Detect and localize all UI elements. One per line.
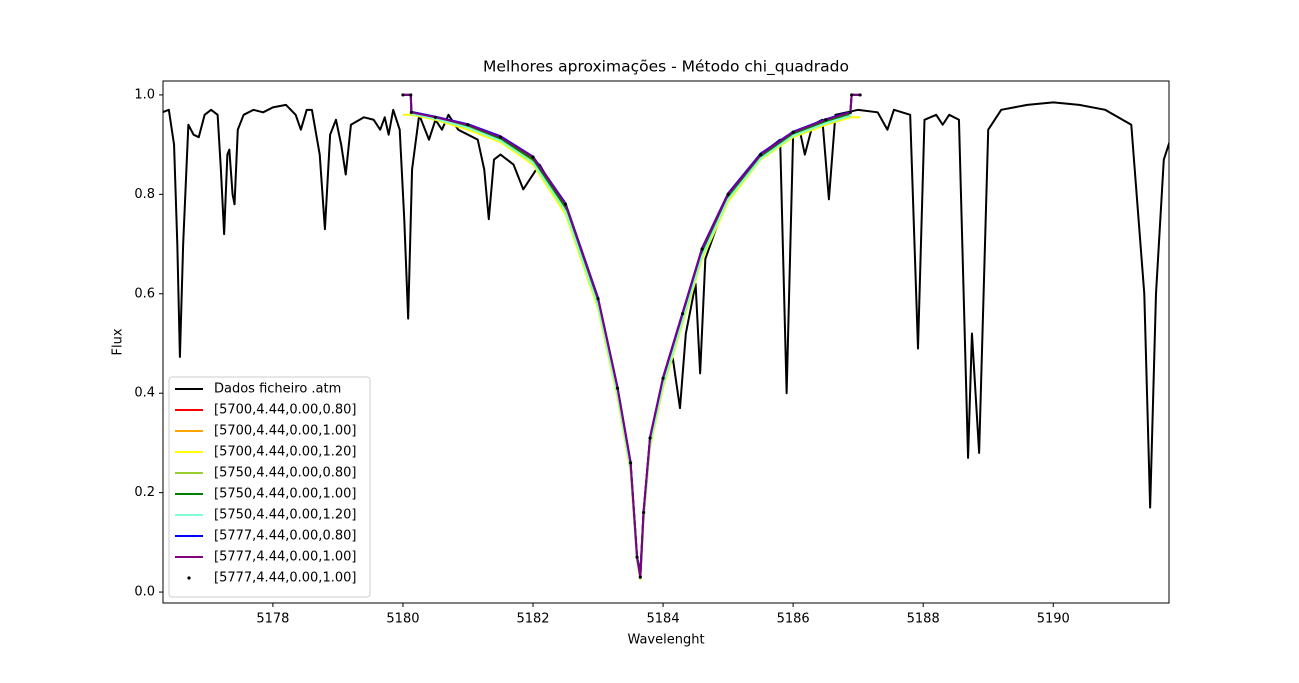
data-point — [759, 152, 763, 157]
legend-label: [5700,4.44,0.00,0.80] — [214, 403, 356, 418]
legend: Dados ficheiro .atm [5700,4.44,0.00,0.80]… — [168, 376, 371, 598]
data-point — [531, 155, 535, 159]
data-point — [641, 510, 646, 515]
legend-label: [5750,4.44,0.00,0.80] — [214, 466, 356, 481]
plot-area — [163, 93, 1169, 581]
y-tick-label: 0.4 — [134, 386, 155, 401]
data-point — [498, 135, 503, 139]
y-tick-label: 1.0 — [134, 87, 155, 102]
data-point — [661, 376, 665, 380]
data-point — [858, 93, 862, 97]
data-point — [615, 386, 620, 390]
legend-label: Dados ficheiro .atm — [214, 382, 341, 397]
data-point — [596, 297, 600, 301]
x-tick-label: 5184 — [647, 612, 680, 627]
x-tick-label: 5182 — [516, 612, 549, 627]
x-tick-label: 5190 — [1037, 612, 1070, 627]
data-point — [648, 436, 652, 440]
data-point — [638, 575, 642, 579]
y-tick-label: 0.2 — [134, 485, 155, 500]
data-point — [401, 93, 405, 97]
data-point — [433, 115, 438, 119]
legend-label: [5777,4.44,0.00,0.80] — [214, 529, 356, 544]
data-point — [466, 123, 470, 127]
y-tick-label: 0.6 — [134, 286, 155, 301]
data-point — [726, 192, 730, 196]
legend-label: [5750,4.44,0.00,1.20] — [214, 508, 356, 523]
legend-marker — [187, 576, 191, 580]
legend-label: [5777,4.44,0.00,1.00] — [214, 550, 356, 565]
data-point — [848, 110, 852, 114]
legend-label: [5750,4.44,0.00,1.00] — [214, 487, 356, 502]
legend-box — [168, 376, 371, 598]
y-tick-label: 0.0 — [134, 585, 155, 600]
data-point — [680, 312, 685, 316]
data-point — [409, 93, 413, 97]
x-tick-label: 5178 — [256, 612, 289, 627]
data-point — [791, 130, 795, 134]
y-axis-label: Flux — [111, 328, 126, 355]
chart-title: Melhores aproximações - Método chi_quadr… — [483, 58, 849, 77]
data-point — [409, 110, 414, 114]
x-tick-label: 5180 — [386, 612, 419, 627]
data-point — [700, 247, 704, 251]
legend-label: [5777,4.44,0.00,1.00] — [214, 571, 356, 586]
x-axis-label: Wavelenght — [627, 633, 704, 648]
data-point — [563, 202, 568, 206]
x-tick-label: 5188 — [907, 612, 940, 627]
data-point — [824, 118, 828, 122]
legend-label: [5700,4.44,0.00,1.00] — [214, 424, 356, 439]
data-point — [850, 93, 854, 97]
data-point — [628, 461, 633, 465]
legend-label: [5700,4.44,0.00,1.20] — [214, 445, 356, 460]
axes-frame — [162, 80, 1170, 604]
y-tick-label: 0.8 — [134, 187, 155, 202]
data-point — [635, 555, 639, 559]
x-tick-label: 5186 — [777, 612, 810, 627]
series-line — [163, 101, 1169, 574]
